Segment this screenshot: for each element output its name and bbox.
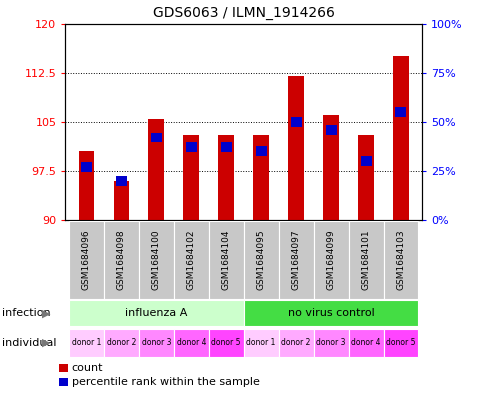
Bar <box>78 151 94 220</box>
Bar <box>220 143 231 152</box>
Text: GSM1684101: GSM1684101 <box>361 230 370 290</box>
Text: donor 4: donor 4 <box>350 338 380 347</box>
Text: GSM1684104: GSM1684104 <box>221 230 230 290</box>
Bar <box>357 135 373 220</box>
Text: ▶: ▶ <box>42 338 50 348</box>
Bar <box>104 221 138 299</box>
Bar <box>278 329 313 357</box>
Text: influenza A: influenza A <box>125 308 187 318</box>
Bar <box>113 181 129 220</box>
Bar <box>183 135 199 220</box>
Text: GSM1684097: GSM1684097 <box>291 230 300 290</box>
Bar <box>59 364 68 372</box>
Bar <box>59 378 68 386</box>
Bar <box>313 329 348 357</box>
Bar <box>290 117 301 127</box>
Bar <box>208 221 243 299</box>
Text: donor 4: donor 4 <box>176 338 206 347</box>
Text: percentile rank within the sample: percentile rank within the sample <box>72 377 259 387</box>
Text: donor 1: donor 1 <box>72 338 101 347</box>
Bar <box>69 221 104 299</box>
Bar <box>348 329 383 357</box>
Bar <box>255 147 266 156</box>
Bar <box>278 221 313 299</box>
Bar <box>348 221 383 299</box>
Bar <box>253 135 269 220</box>
Bar <box>173 329 208 357</box>
Bar <box>81 162 92 172</box>
Text: no virus control: no virus control <box>287 308 374 318</box>
Bar <box>243 221 278 299</box>
Text: donor 3: donor 3 <box>141 338 171 347</box>
Text: GSM1684102: GSM1684102 <box>186 230 196 290</box>
Text: individual: individual <box>2 338 57 348</box>
Text: donor 5: donor 5 <box>211 338 241 347</box>
Bar <box>394 107 406 117</box>
Bar <box>325 125 336 135</box>
Bar <box>138 221 173 299</box>
Bar <box>313 221 348 299</box>
Text: donor 5: donor 5 <box>385 338 415 347</box>
Bar <box>383 329 418 357</box>
Bar <box>360 156 371 166</box>
Bar <box>287 76 303 220</box>
Bar <box>185 143 197 152</box>
Text: donor 1: donor 1 <box>246 338 275 347</box>
Text: GSM1684100: GSM1684100 <box>151 230 161 290</box>
Text: GSM1684098: GSM1684098 <box>117 230 126 290</box>
Bar <box>69 329 104 357</box>
Bar <box>243 329 278 357</box>
Bar <box>243 300 418 327</box>
Bar <box>151 133 162 143</box>
Text: GSM1684095: GSM1684095 <box>256 230 265 290</box>
Text: donor 2: donor 2 <box>281 338 310 347</box>
Text: GSM1684096: GSM1684096 <box>82 230 91 290</box>
Bar <box>173 221 208 299</box>
Bar <box>383 221 418 299</box>
Bar <box>138 329 173 357</box>
Bar <box>116 176 127 185</box>
Bar <box>393 56 408 220</box>
Text: GSM1684099: GSM1684099 <box>326 230 335 290</box>
Title: GDS6063 / ILMN_1914266: GDS6063 / ILMN_1914266 <box>152 6 334 20</box>
Text: GSM1684103: GSM1684103 <box>395 230 405 290</box>
Text: count: count <box>72 363 103 373</box>
Bar <box>218 135 234 220</box>
Bar <box>69 300 243 327</box>
Text: donor 3: donor 3 <box>316 338 345 347</box>
Text: donor 2: donor 2 <box>106 338 136 347</box>
Text: infection: infection <box>2 308 51 318</box>
Bar <box>208 329 243 357</box>
Bar <box>322 115 338 220</box>
Bar <box>104 329 138 357</box>
Bar <box>148 119 164 220</box>
Text: ▶: ▶ <box>42 308 50 318</box>
